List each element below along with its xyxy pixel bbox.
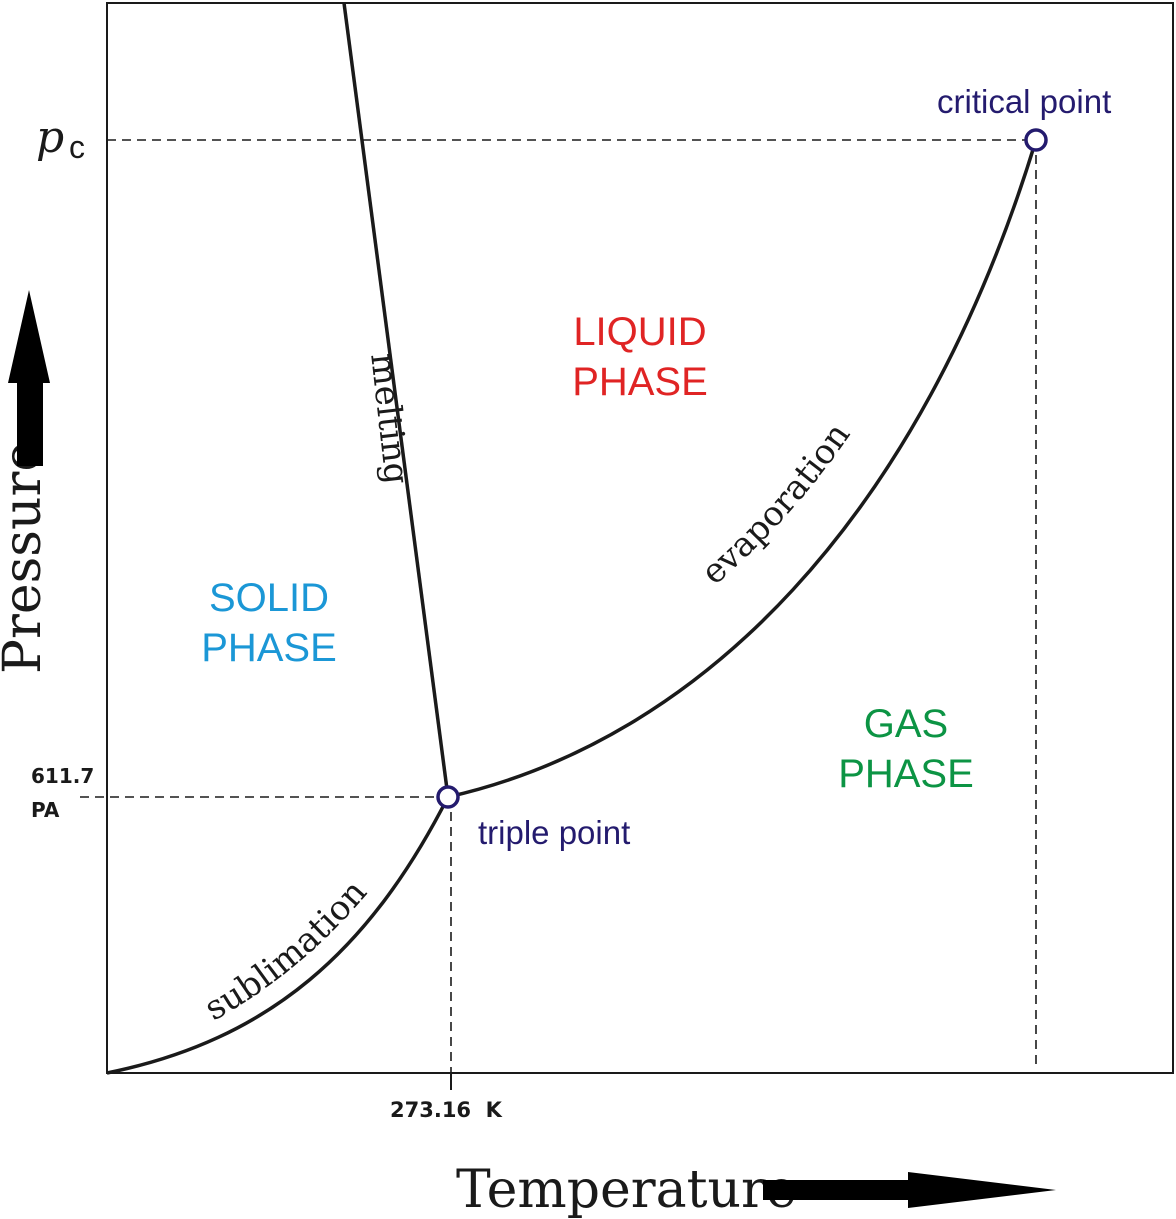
triple-point-label: triple point <box>478 814 630 851</box>
critical-pressure-subscript: c <box>69 129 85 165</box>
triple-pressure-tick-value: 611.7 <box>31 764 94 788</box>
critical-point-label: critical point <box>937 83 1111 120</box>
solid-phase-label-line1: SOLID <box>209 576 329 620</box>
liquid-phase-label-line1: LIQUID <box>573 310 706 354</box>
evaporation-curve-label-text: evaporation <box>694 416 858 593</box>
melting-curve-label: melting <box>362 351 416 486</box>
pressure-axis-arrow <box>8 290 50 466</box>
melting-curve <box>342 2 450 798</box>
sublimation-curve-label: sublimation <box>198 872 375 1029</box>
critical-point-marker <box>1024 128 1048 152</box>
gas-phase-label-line1: GAS <box>864 702 948 746</box>
critical-pressure-p: p <box>36 112 64 163</box>
melting-curve-label-text: melting <box>362 351 416 486</box>
plot-frame <box>106 2 1174 1074</box>
temperature-axis-arrow <box>763 1172 1056 1208</box>
sublimation-curve-label-text: sublimation <box>198 872 375 1029</box>
sublimation-curve <box>106 796 450 1075</box>
liquid-phase-label-line2: PHASE <box>572 360 708 404</box>
temperature-axis-label: Temperature <box>456 1160 797 1219</box>
evaporation-curve-label: evaporation <box>694 416 858 593</box>
critical-pressure-symbol: p <box>36 112 64 163</box>
solid-phase-label-line2: PHASE <box>201 626 337 670</box>
triple-point-marker <box>436 785 460 809</box>
triple-temperature-tick-label: 273.16 K <box>390 1098 503 1122</box>
gas-phase-label-line2: PHASE <box>838 752 974 796</box>
pressure-axis-label: Pressure <box>0 441 53 674</box>
triple-pressure-tick-unit: PA <box>31 798 60 822</box>
evaporation-curve <box>447 139 1038 799</box>
